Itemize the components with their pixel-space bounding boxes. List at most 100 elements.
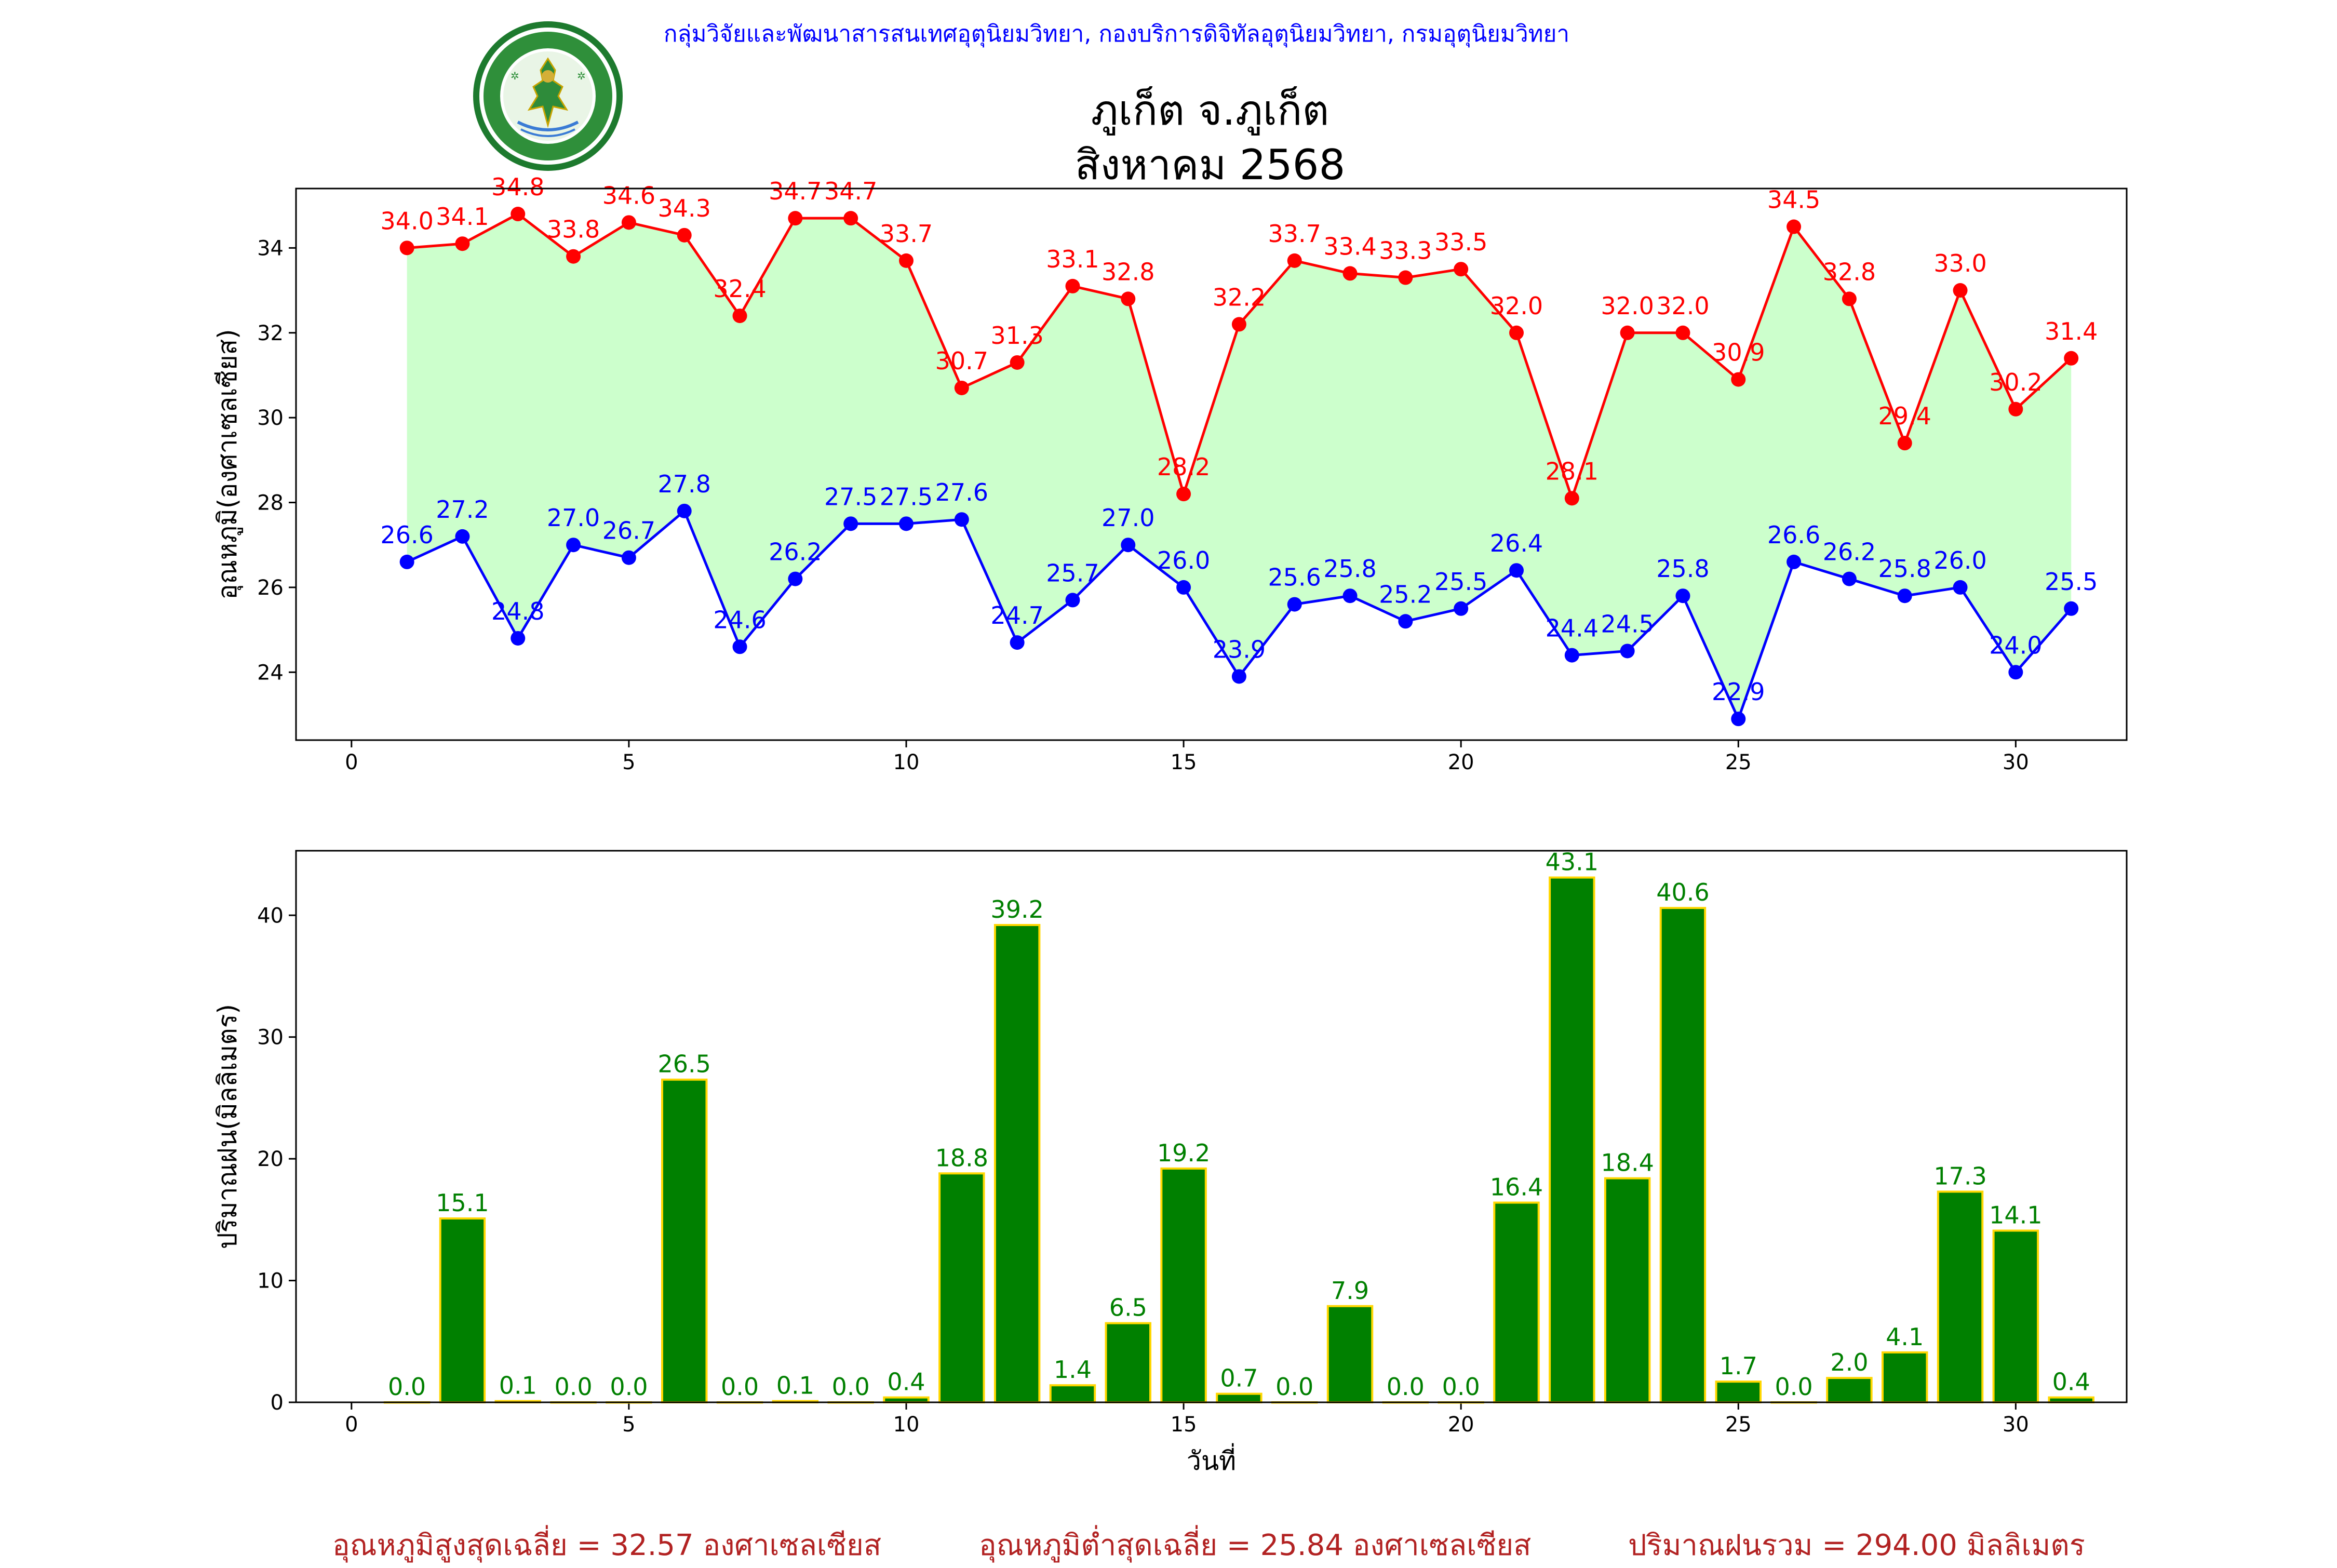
rain-value-label: 0.1 xyxy=(776,1372,814,1400)
max-temp-point xyxy=(843,211,858,226)
max-temp-point xyxy=(677,227,692,243)
min-temp-label: 22.9 xyxy=(1712,678,1765,706)
max-temp-point xyxy=(1454,262,1469,277)
svg-text:✲: ✲ xyxy=(577,70,586,82)
rain-value-label: 0.0 xyxy=(1275,1373,1313,1401)
rain-x-tick-label: 5 xyxy=(622,1413,635,1437)
min-temp-point xyxy=(954,512,969,527)
total-rainfall-summary: ปริมาณฝนรวม = 294.00 มิลลิเมตร xyxy=(1628,1529,2085,1562)
max-temp-point xyxy=(566,249,581,264)
min-temp-label: 27.5 xyxy=(880,483,933,511)
temperature-chart: 0 5 10 15 20 25 30 24 26 28 30 32 34 34.0 26.6 34.1 27.2… xyxy=(212,173,2128,774)
rain-bar xyxy=(1937,1190,1984,1403)
organization-line: กลุ่มวิจัยและพัฒนาสารสนเทศอุตุนิยมวิทยา,… xyxy=(663,21,1570,47)
max-temp-label: 32.2 xyxy=(1213,283,1266,311)
rain-bar xyxy=(1160,1167,1207,1404)
rain-value-label: 14.1 xyxy=(1989,1201,2042,1229)
temp-x-tick-label: 20 xyxy=(1448,751,1474,774)
rain-value-label: 4.1 xyxy=(1886,1323,1924,1351)
min-temp-label: 27.2 xyxy=(436,495,489,524)
min-temp-point xyxy=(1010,635,1025,650)
max-temp-label: 34.7 xyxy=(824,177,877,205)
rain-value-label: 0.4 xyxy=(887,1368,925,1396)
max-temp-label: 34.8 xyxy=(491,173,544,201)
min-temp-label: 26.0 xyxy=(1933,546,1986,574)
min-temp-label: 27.0 xyxy=(1102,504,1154,532)
max-temp-label: 33.5 xyxy=(1434,228,1487,256)
rain-bar xyxy=(938,1172,985,1404)
rain-value-label: 19.2 xyxy=(1157,1139,1210,1167)
max-temp-label: 34.1 xyxy=(436,203,489,231)
temp-y-tick-label: 24 xyxy=(257,661,284,685)
rain-value-label: 0.0 xyxy=(1442,1373,1480,1401)
rain-value-label: 39.2 xyxy=(990,895,1043,923)
max-temp-point xyxy=(954,380,969,395)
rain-x-tick-label: 10 xyxy=(893,1413,920,1437)
temp-x-tick-label: 0 xyxy=(345,751,358,774)
min-temp-point xyxy=(621,550,636,565)
min-temp-point xyxy=(788,571,803,586)
rain-bar xyxy=(1493,1201,1540,1403)
min-temp-point xyxy=(1342,588,1358,604)
rain-value-label: 0.7 xyxy=(1220,1364,1258,1392)
min-temp-point xyxy=(677,503,692,518)
rain-value-label: 7.9 xyxy=(1331,1277,1369,1305)
min-temp-point xyxy=(732,639,747,654)
rain-bar xyxy=(993,924,1041,1403)
max-temp-point xyxy=(1620,325,1635,340)
min-temp-label: 26.4 xyxy=(1490,529,1543,557)
max-temp-point xyxy=(1509,325,1524,340)
max-temp-point xyxy=(1675,325,1690,340)
min-temp-label: 25.6 xyxy=(1268,564,1321,592)
min-temp-point xyxy=(1897,588,1912,604)
rain-y-axis-label: ปริมาณฝน(มิลลิเมตร) xyxy=(212,1004,243,1249)
rain-value-label: 18.4 xyxy=(1601,1149,1654,1177)
max-temp-point xyxy=(621,215,636,230)
min-temp-point xyxy=(1509,563,1524,578)
min-temp-point xyxy=(1620,644,1635,659)
max-temp-label: 34.6 xyxy=(602,181,655,209)
avg-max-temp-summary: อุณหภูมิสูงสุดเฉลี่ย = 32.57 องศาเซลเซีย… xyxy=(332,1529,882,1562)
temp-x-tick-label: 25 xyxy=(1725,751,1752,774)
min-temp-label: 25.8 xyxy=(1878,555,1931,583)
temp-y-tick-label: 34 xyxy=(257,236,284,260)
rain-value-label: 6.5 xyxy=(1109,1294,1147,1322)
min-temp-point xyxy=(899,516,914,531)
temp-x-tick-label: 10 xyxy=(893,751,920,774)
max-temp-point xyxy=(1842,291,1857,306)
rain-value-label: 1.7 xyxy=(1720,1352,1757,1380)
rainfall-chart: 0 5 10 15 20 25 30 0 10 20 30 40 0.0 15.1 0.1 0.0 0.0 26.… xyxy=(212,848,2128,1476)
temp-x-tick-label: 30 xyxy=(2003,751,2029,774)
max-temp-label: 30.2 xyxy=(1989,368,2042,396)
rain-value-label: 0.0 xyxy=(1387,1373,1425,1401)
max-temp-label: 34.0 xyxy=(380,207,433,235)
avg-min-temp-summary: อุณหภูมิต่ำสุดเฉลี่ย = 25.84 องศาเซลเซีย… xyxy=(979,1529,1532,1562)
max-temp-label: 30.7 xyxy=(935,347,988,375)
rain-bar xyxy=(439,1217,486,1403)
max-temp-label: 32.8 xyxy=(1102,258,1154,286)
rain-x-tick-label: 20 xyxy=(1448,1413,1474,1437)
max-temp-point xyxy=(732,309,747,324)
max-temp-label: 31.4 xyxy=(2045,317,2098,345)
rain-value-label: 0.4 xyxy=(2052,1368,2090,1396)
min-temp-point xyxy=(1953,580,1968,595)
max-temp-point xyxy=(2064,351,2079,366)
min-temp-point xyxy=(399,554,414,569)
temp-x-tick-label: 5 xyxy=(622,751,635,774)
min-temp-label: 26.7 xyxy=(602,517,655,545)
min-temp-label: 25.7 xyxy=(1046,559,1099,587)
min-temp-point xyxy=(843,516,858,531)
temp-y-tick-label: 30 xyxy=(257,406,284,430)
rain-bar xyxy=(1715,1381,1762,1404)
max-temp-point xyxy=(1731,372,1746,387)
max-temp-label: 33.8 xyxy=(547,216,600,244)
rain-plot-frame xyxy=(295,850,2128,1403)
min-temp-point xyxy=(1787,554,1802,569)
max-temp-point xyxy=(1564,491,1579,506)
rain-value-label: 1.4 xyxy=(1054,1356,1092,1384)
rain-bar xyxy=(1992,1229,2039,1403)
max-temp-label: 28.1 xyxy=(1546,457,1599,485)
min-temp-label: 27.0 xyxy=(547,504,600,532)
rain-bar xyxy=(1826,1377,1873,1403)
